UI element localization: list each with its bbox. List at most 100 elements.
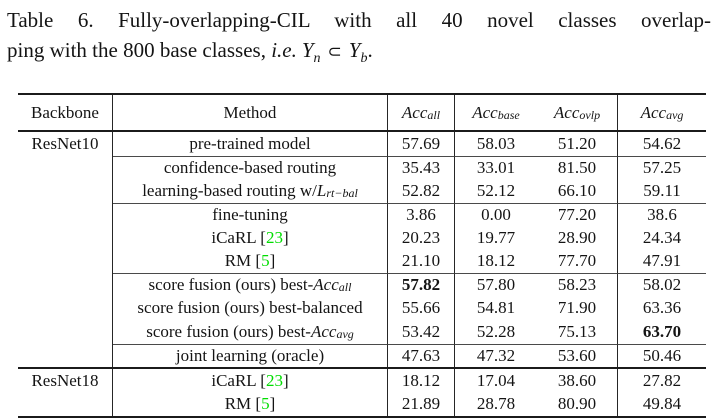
table-row: ResNet10 pre-trained model 57.69 58.03 5… <box>18 132 706 156</box>
cell-acc-avg: 47.91 <box>642 251 682 271</box>
table-row: score fusion (ours) best- Acc avg 53.42 52… <box>18 320 706 344</box>
citation-link[interactable]: 5 <box>261 394 270 414</box>
col-header-acc-avg: Acc avg <box>640 102 684 122</box>
cell-acc-all: 57.69 <box>388 132 455 156</box>
cell-acc-ovlp: 77.70 <box>537 249 618 273</box>
cell-acc-all: 3.86 <box>388 202 455 226</box>
caption-script-y-b: Y <box>348 38 361 62</box>
cell-acc-ovlp: 28.90 <box>537 226 618 250</box>
cell-backbone <box>18 320 113 344</box>
cell-acc-avg: 24.34 <box>642 227 682 247</box>
cell-method: iCaRL [23] <box>113 369 388 393</box>
cell-acc-ovlp: 66.10 <box>537 179 618 203</box>
cell-acc-avg: 59.11 <box>643 180 681 200</box>
cell-acc-ovlp: 58.23 <box>537 273 618 297</box>
cell-backbone <box>18 179 113 203</box>
cell-acc-all: 35.43 <box>388 155 455 179</box>
cell-method: pre-trained model <box>113 132 388 156</box>
cell-acc-avg: 50.46 <box>618 343 706 368</box>
table-row: ResNet18 iCaRL [23] 18.12 17.04 38.60 27… <box>18 367 706 393</box>
col-header-acc-base: Acc base <box>472 102 520 122</box>
cell-method: score fusion (ours) best- Acc all <box>113 273 388 297</box>
cell-acc-base: 58.03 <box>476 133 516 153</box>
cell-acc-ovlp: 71.90 <box>537 296 618 320</box>
cell-acc-avg: 27.82 <box>642 370 682 390</box>
cell-acc-avg: 58.02 <box>618 273 706 297</box>
cell-acc-ovlp: 81.50 <box>537 155 618 179</box>
cell-method: fine-tuning <box>113 202 388 226</box>
table-row: iCaRL [23] 20.23 19.77 28.90 24.34 <box>18 226 706 250</box>
table-row: confidence-based routing 35.43 33.01 81.… <box>18 155 706 180</box>
header-row: Backbone Method Acc all Acc base Acc ovlp A… <box>18 95 706 132</box>
col-header-acc-ovlp: Acc ovlp <box>537 95 618 130</box>
table-row: RM [5] 21.89 28.78 80.90 49.84 <box>18 392 706 416</box>
cell-acc-avg: 63.36 <box>642 298 682 318</box>
citation-link[interactable]: 5 <box>261 251 270 271</box>
caption-line-2: ping with the 800 base classes, i.e. Yn ⊂ Y… <box>7 35 711 67</box>
table-row: RM [5] 21.10 18.12 77.70 47.91 <box>18 249 706 273</box>
cell-acc-all: 20.23 <box>388 226 455 250</box>
caption-period: . <box>367 38 373 62</box>
cell-acc-all: 47.63 <box>388 343 455 367</box>
cell-method: RM [5] <box>113 249 388 273</box>
cell-acc-base: 19.77 <box>476 227 516 247</box>
cell-acc-ovlp: 80.90 <box>537 392 618 416</box>
cell-backbone <box>18 296 113 320</box>
cell-acc-all: 21.89 <box>388 392 455 416</box>
col-header-method: Method <box>113 95 388 130</box>
cell-acc-base: 28.78 <box>476 394 516 414</box>
caption-line-1: Table 6. Fully-overlapping-CIL with all … <box>7 8 711 32</box>
cell-backbone <box>18 226 113 250</box>
citation-link[interactable]: 23 <box>265 227 283 247</box>
cell-backbone: ResNet10 <box>18 132 113 156</box>
caption-sub-b: b <box>360 51 368 67</box>
caption-line-2-text: ping with the 800 base classes, <box>7 38 266 62</box>
cell-acc-all: 21.10 <box>388 249 455 273</box>
cell-acc-ovlp: 75.13 <box>537 320 618 344</box>
cell-method: confidence-based routing <box>113 155 388 179</box>
cell-acc-avg: 63.70 <box>642 321 682 341</box>
cell-backbone <box>18 249 113 273</box>
cell-acc-avg: 54.62 <box>642 133 682 153</box>
cell-acc-base: 52.28 <box>476 321 516 341</box>
cell-acc-base: 18.12 <box>476 251 516 271</box>
table-row: score fusion (ours) best-balanced 55.66 … <box>18 296 706 320</box>
cell-backbone <box>18 273 113 297</box>
cell-acc-base: 52.12 <box>476 180 516 200</box>
table-row: score fusion (ours) best- Acc all 57.82 57… <box>18 273 706 297</box>
cell-acc-avg: 38.6 <box>618 202 706 227</box>
caption-script-y-n: Y <box>301 38 314 62</box>
cell-method: score fusion (ours) best-balanced <box>113 296 388 320</box>
cell-acc-all: 55.66 <box>388 296 455 320</box>
cell-backbone <box>18 392 113 416</box>
caption-ie: i.e. <box>271 38 297 62</box>
cell-acc-all: 18.12 <box>388 369 455 393</box>
cell-backbone <box>18 155 113 179</box>
cell-acc-base: 54.81 <box>476 298 516 318</box>
cell-acc-all: 52.82 <box>388 179 455 203</box>
caption-sub-n: n <box>313 51 321 67</box>
cell-method: RM [5] <box>113 392 388 416</box>
cell-acc-base: 17.04 <box>476 370 516 390</box>
cell-backbone <box>18 343 113 367</box>
cell-acc-ovlp: 38.60 <box>537 369 618 393</box>
cell-method: iCaRL [23] <box>113 226 388 250</box>
col-header-backbone: Backbone <box>18 95 113 130</box>
subset-symbol: ⊂ <box>327 42 342 62</box>
table-row: fine-tuning 3.86 0.00 77.20 38.6 <box>18 202 706 227</box>
cell-acc-ovlp: 77.20 <box>537 202 618 226</box>
cell-acc-base: 57.80 <box>455 273 537 297</box>
cell-method: joint learning (oracle) <box>113 343 388 367</box>
cell-acc-all: 53.42 <box>388 320 455 344</box>
cell-acc-avg: 57.25 <box>618 155 706 180</box>
cell-acc-ovlp: 53.60 <box>537 343 618 367</box>
cell-backbone <box>18 202 113 226</box>
cell-acc-base: 33.01 <box>455 155 537 180</box>
col-header-acc-all: Acc all <box>388 95 455 130</box>
cell-acc-ovlp: 51.20 <box>537 132 618 156</box>
table-row: joint learning (oracle) 47.63 47.32 53.6… <box>18 343 706 368</box>
citation-link[interactable]: 23 <box>265 370 283 390</box>
